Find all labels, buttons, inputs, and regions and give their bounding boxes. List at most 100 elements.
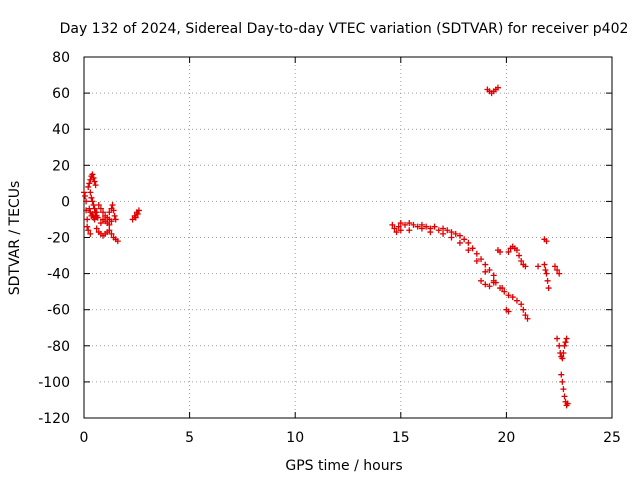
data-point — [91, 178, 98, 185]
data-point — [111, 212, 118, 219]
data-point — [92, 182, 99, 189]
data-point — [490, 272, 497, 279]
data-point — [132, 214, 139, 221]
data-point — [554, 335, 561, 342]
data-point — [89, 211, 96, 218]
y-tick-label: -20 — [47, 231, 70, 247]
y-tick-label: 40 — [52, 122, 70, 138]
data-point — [473, 257, 480, 264]
data-point — [89, 171, 96, 178]
data-point — [518, 301, 525, 308]
data-point — [492, 279, 499, 286]
x-tick-label: 15 — [392, 430, 410, 446]
data-point — [522, 263, 529, 270]
data-point — [427, 229, 434, 236]
data-point — [402, 221, 409, 228]
data-point — [544, 277, 551, 284]
data-point — [100, 209, 107, 216]
data-point — [456, 232, 463, 239]
y-tick-label: -120 — [38, 411, 70, 427]
data-point — [482, 261, 489, 268]
data-point — [95, 202, 102, 209]
data-point — [109, 202, 116, 209]
data-point — [106, 209, 113, 216]
data-point — [448, 229, 455, 236]
y-tick-label: 0 — [61, 194, 70, 210]
data-point — [81, 189, 87, 196]
data-point — [110, 207, 117, 214]
data-point — [518, 257, 525, 264]
data-point — [473, 250, 480, 257]
data-point — [391, 225, 398, 232]
data-point — [559, 378, 566, 385]
data-point — [108, 230, 115, 237]
data-point — [440, 225, 447, 232]
y-tick-label: -60 — [47, 303, 70, 319]
data-point — [87, 176, 94, 183]
data-point — [562, 339, 569, 346]
data-point — [497, 248, 504, 255]
data-point — [397, 220, 404, 227]
data-point — [465, 247, 472, 254]
data-point — [108, 218, 115, 225]
y-tick-label: -100 — [38, 375, 70, 391]
data-point — [505, 248, 512, 255]
data-point — [440, 230, 447, 237]
y-axis-label: SDTVAR / TECUs — [7, 181, 23, 296]
x-tick-label: 0 — [80, 430, 89, 446]
data-point — [406, 227, 413, 234]
data-point — [129, 216, 136, 223]
data-point — [86, 205, 93, 212]
data-point — [134, 211, 141, 218]
y-tick-label: -80 — [47, 339, 70, 355]
data-point — [522, 312, 529, 319]
data-point — [89, 198, 96, 205]
data-point — [494, 84, 501, 91]
data-point — [85, 183, 92, 190]
data-point — [461, 236, 468, 243]
data-point — [406, 220, 413, 227]
data-point — [560, 350, 567, 357]
data-point — [513, 297, 520, 304]
data-point — [516, 252, 523, 259]
data-point — [564, 400, 571, 407]
grid — [84, 57, 612, 418]
tick-labels: 0 5 10 15 20 25 -120 -100 -80 -60 -40 -20 0 20 40 60 80 — [38, 50, 621, 446]
data-point — [542, 266, 549, 273]
data-point — [560, 386, 567, 393]
y-tick-label: -40 — [47, 267, 70, 283]
data-point — [84, 223, 91, 230]
data-point — [535, 263, 542, 270]
data-point — [431, 223, 438, 230]
x-tick-label: 25 — [603, 430, 621, 446]
data-point — [435, 227, 442, 234]
data-point — [541, 261, 548, 268]
data-markers — [81, 84, 571, 409]
data-point — [92, 212, 99, 219]
data-point — [505, 308, 512, 315]
data-point — [90, 202, 97, 209]
data-point — [88, 194, 95, 201]
data-point — [563, 335, 570, 342]
data-point — [543, 270, 550, 277]
data-point — [83, 198, 90, 205]
data-point — [497, 285, 504, 292]
data-point — [478, 256, 485, 263]
data-point — [91, 205, 98, 212]
data-point — [482, 268, 489, 275]
data-point — [505, 292, 512, 299]
data-point — [448, 234, 455, 241]
data-point — [114, 238, 121, 245]
data-point — [106, 221, 113, 228]
data-point — [418, 225, 425, 232]
chart-title: Day 132 of 2024, Sidereal Day-to-day VTE… — [60, 21, 629, 37]
data-point — [87, 230, 94, 237]
data-point — [93, 209, 100, 216]
data-point — [509, 294, 516, 301]
y-tick-label: 80 — [52, 50, 70, 66]
data-point — [559, 355, 566, 362]
data-point — [465, 239, 472, 246]
data-point — [135, 207, 142, 214]
data-point — [423, 223, 430, 230]
